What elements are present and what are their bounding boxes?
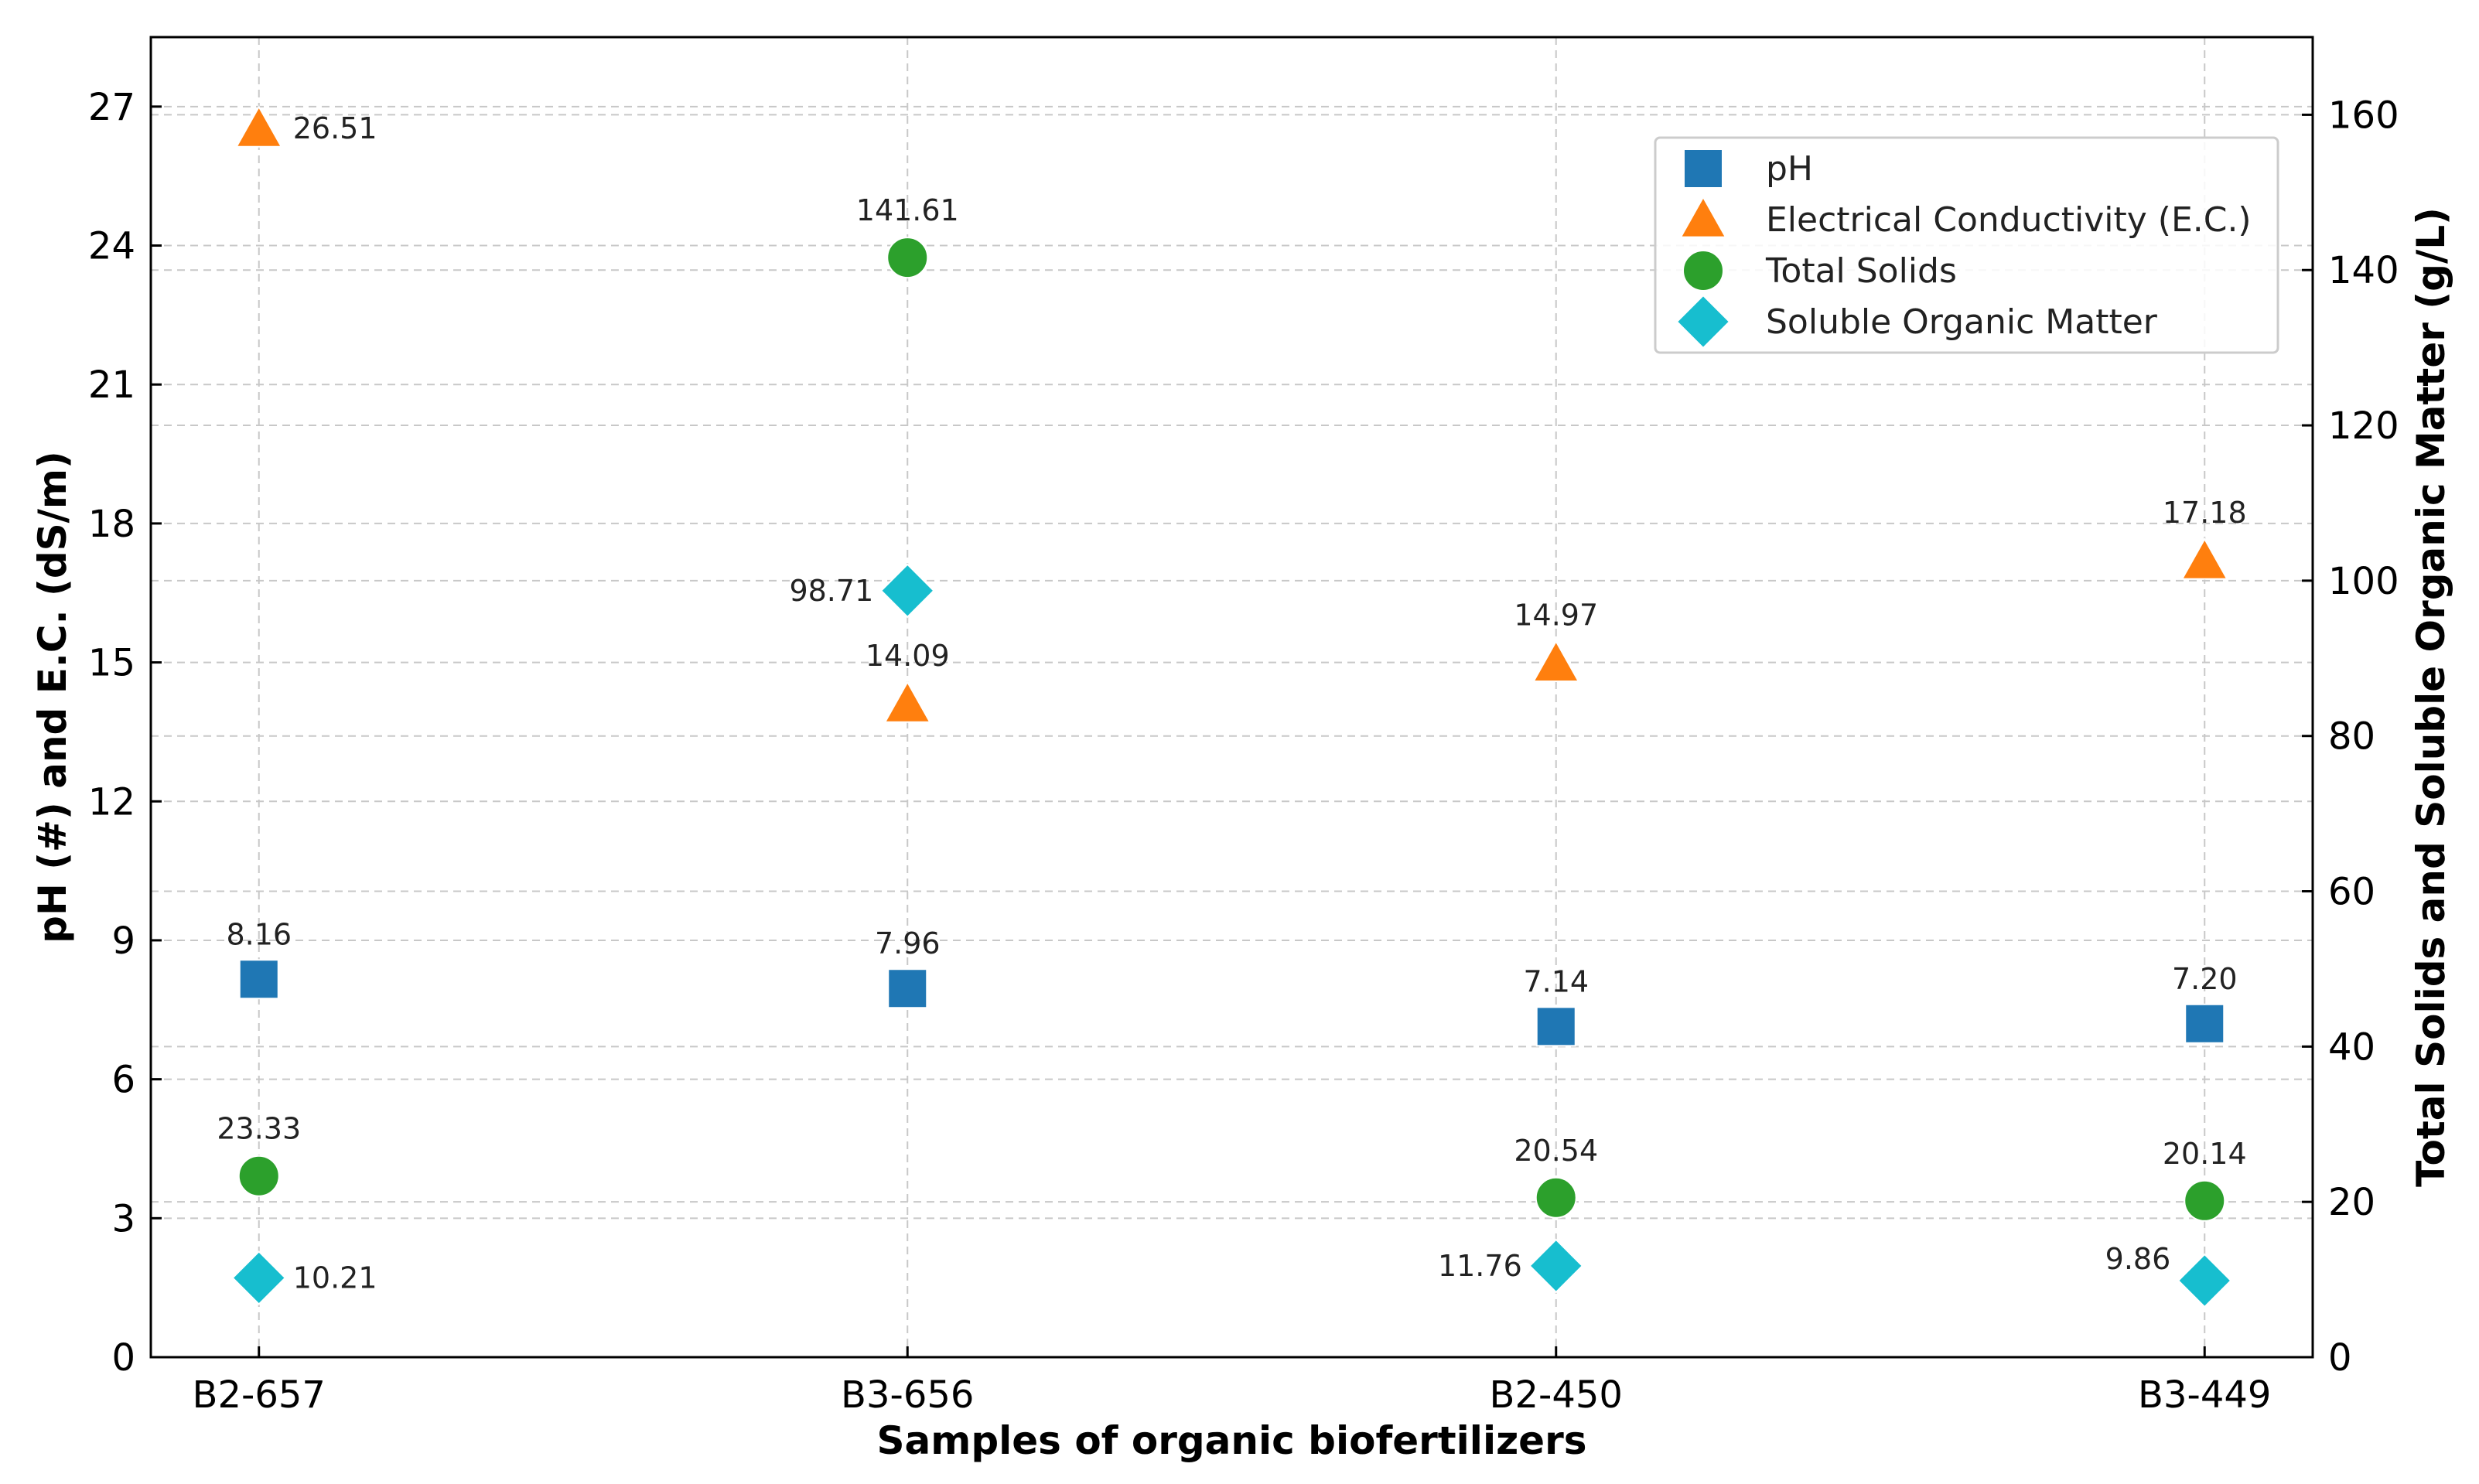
legend-item: Total Solids [1682, 250, 1957, 292]
right-y-tick-label: 20 [2328, 1181, 2375, 1224]
data-label-circle: 20.54 [1514, 1134, 1598, 1168]
legend-label: pH [1766, 149, 1813, 189]
right-y-axis-title: Total Solids and Soluble Organic Matter … [2409, 207, 2453, 1187]
left-y-tick-label: 21 [88, 363, 135, 407]
right-y-tick-label: 100 [2328, 560, 2399, 603]
data-label-diamond: 10.21 [293, 1261, 377, 1295]
data-label-diamond: 98.71 [789, 574, 873, 608]
right-y-tick-label: 120 [2328, 404, 2399, 448]
data-point-triangle [1532, 640, 1580, 682]
legend-box [1654, 136, 2279, 354]
left-y-tick-label: 3 [111, 1197, 135, 1240]
legend-label: Total Solids [1765, 251, 1957, 291]
data-label-square: 8.16 [226, 917, 292, 951]
data-label-circle: 23.33 [217, 1112, 301, 1146]
x-tick-label: B2-450 [1490, 1373, 1623, 1417]
data-point-diamond [231, 1250, 287, 1305]
left-y-tick-label: 0 [111, 1336, 135, 1380]
data-point-square [2184, 1003, 2225, 1044]
data-point-circle [1535, 1176, 1577, 1219]
legend-item: Soluble Organic Matter [1675, 294, 2158, 350]
data-point-square [1535, 1006, 1576, 1047]
left-y-ticks: 0 3 6 9 12 15 18 21 24 27 [88, 86, 162, 1380]
data-label-square: 7.14 [1523, 964, 1589, 998]
legend-item: pH [1683, 148, 1813, 189]
left-y-tick-label: 12 [88, 780, 135, 824]
right-y-tick-label: 140 [2328, 249, 2399, 292]
grid-lines [151, 37, 2313, 1357]
data-point-triangle [235, 105, 283, 148]
data-point-circle [2184, 1179, 2226, 1222]
data-labels: 8.16 7.96 7.14 7.20 26.51 14.09 14.97 17.18 23.3… [217, 111, 2246, 1295]
x-axis-title: Samples of organic biofertilizers [876, 1418, 1586, 1463]
x-ticks: B2-657 B3-656 B2-450 B3-449 [193, 1346, 2271, 1417]
plot-frame [149, 36, 2314, 1359]
data-point-diamond [2177, 1253, 2232, 1308]
data-point-triangle [883, 681, 931, 723]
left-y-tick-label: 24 [88, 225, 135, 268]
data-point-circle [886, 237, 929, 279]
legend-label: Soluble Organic Matter [1766, 302, 2158, 342]
right-y-ticks: 0 20 40 60 80 100 120 140 160 [2302, 94, 2399, 1380]
x-tick-label: B2-657 [193, 1373, 326, 1417]
right-y-tick-label: 160 [2328, 94, 2399, 137]
data-label-triangle: 14.09 [866, 639, 950, 673]
x-tick-label: B3-449 [2138, 1373, 2271, 1417]
legend-marker-triangle [1679, 195, 1727, 238]
data-label-diamond: 9.86 [2105, 1242, 2171, 1276]
right-y-tick-label: 0 [2328, 1336, 2352, 1380]
data-point-triangle [2180, 537, 2228, 580]
data-label-circle: 20.14 [2163, 1137, 2247, 1171]
data-label-triangle: 26.51 [293, 111, 377, 145]
x-tick-label: B3-656 [841, 1373, 974, 1417]
data-label-square: 7.20 [2172, 962, 2238, 996]
data-point-square [238, 959, 279, 1000]
data-label-square: 7.96 [875, 926, 941, 960]
legend-marker-diamond [1675, 294, 1731, 350]
right-y-tick-label: 40 [2328, 1025, 2375, 1069]
right-y-tick-label: 60 [2328, 871, 2375, 914]
left-y-tick-label: 18 [88, 503, 135, 546]
data-label-triangle: 17.18 [2163, 496, 2247, 530]
data-point-circle [237, 1155, 280, 1197]
left-y-tick-label: 15 [88, 642, 135, 685]
data-point-diamond [879, 563, 935, 619]
legend: pH Electrical Conductivity (E.C.) Total So… [1654, 136, 2279, 354]
data-point-diamond [1528, 1238, 1584, 1294]
data-label-diamond: 11.76 [1438, 1249, 1522, 1283]
left-y-tick-label: 6 [111, 1059, 135, 1102]
data-label-circle: 141.61 [856, 193, 959, 227]
legend-marker-square [1683, 148, 1723, 189]
right-y-tick-label: 80 [2328, 715, 2375, 759]
left-y-tick-label: 9 [111, 919, 135, 963]
data-point-square [887, 968, 928, 1009]
legend-label: Electrical Conductivity (E.C.) [1766, 200, 2252, 240]
left-y-axis-title: pH (#) and E.C. (dS/m) [30, 451, 75, 943]
data-marks [231, 105, 2232, 1308]
left-y-tick-label: 27 [88, 86, 135, 129]
data-label-triangle: 14.97 [1514, 598, 1598, 632]
legend-item: Electrical Conductivity (E.C.) [1679, 195, 2252, 240]
legend-marker-circle [1682, 250, 1724, 292]
